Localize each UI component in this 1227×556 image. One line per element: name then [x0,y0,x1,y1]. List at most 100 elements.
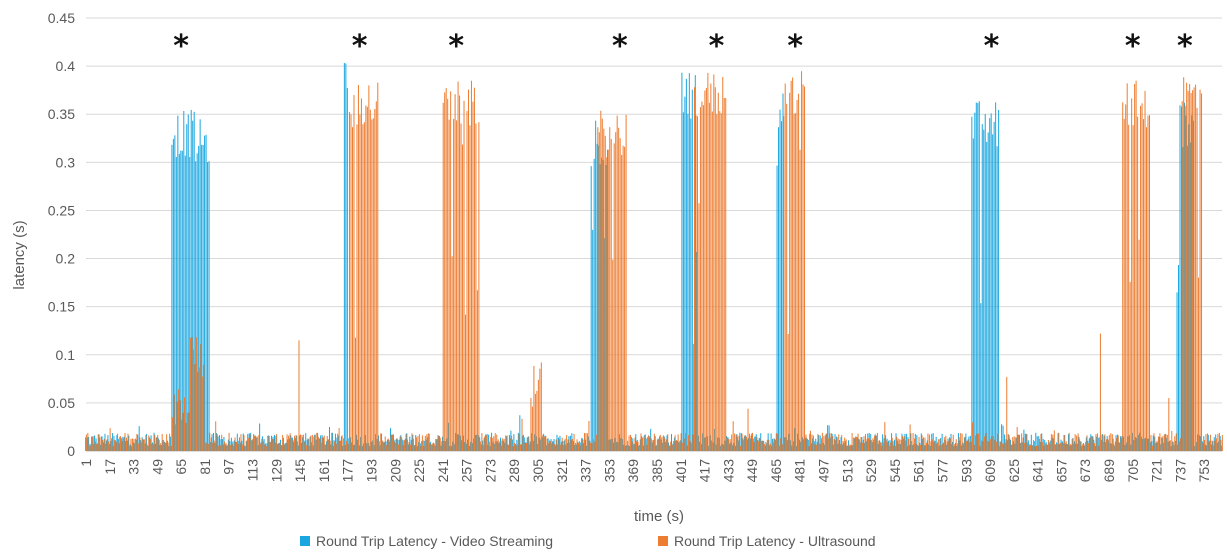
bar [572,441,574,451]
bar [503,439,505,451]
bar [328,439,330,451]
bar [241,440,243,451]
bar [580,442,582,451]
significance-star: * [173,29,189,64]
bar [1015,437,1017,451]
bar [840,437,842,451]
bar [134,438,136,451]
bar [102,442,104,451]
bar [1137,116,1139,452]
bar [910,433,912,451]
bar [330,444,332,451]
bar [1078,436,1080,451]
x-tick-label: 257 [459,459,475,483]
bar [423,445,425,451]
bar [626,445,628,451]
bar [925,445,927,451]
bar [620,438,622,451]
x-tick-label: 209 [387,459,403,483]
bar [630,434,632,451]
bar [469,125,471,452]
bar [763,443,765,451]
bar [589,442,591,451]
bar [266,443,268,451]
bar [911,441,913,451]
bar [475,123,477,451]
bar [1154,436,1156,451]
grid-lines [86,17,1222,452]
bar [577,442,579,451]
x-tick-label: 673 [1077,459,1093,483]
bar [203,364,205,451]
bar [100,444,102,451]
bar [737,440,739,451]
bar [339,441,341,451]
bar [456,120,458,451]
bar [498,443,500,451]
bar [226,445,228,451]
bar [1116,437,1118,451]
bar [594,441,596,451]
bar [341,435,343,451]
bar [1139,432,1141,451]
bar [1131,432,1133,451]
bar [174,135,176,451]
bar [538,437,540,451]
bar [685,78,687,451]
bar [661,437,663,451]
bar [1093,439,1095,451]
bar [178,389,180,451]
x-tick-label: 97 [221,459,237,475]
bar [830,433,832,451]
bar [956,446,958,451]
y-tick-label: 0 [67,443,75,459]
bar [284,443,286,451]
bar [977,103,979,451]
bar [617,442,619,451]
bar [124,433,126,451]
bar [201,144,203,451]
bar [1053,430,1055,451]
bar [354,337,356,451]
bar [748,437,750,451]
bar [383,442,385,451]
bar [1095,434,1097,451]
bar [400,435,402,451]
bar [630,437,632,451]
bar [800,441,802,451]
bar [191,337,193,451]
bar [115,442,117,451]
bar [385,441,387,451]
bar [557,444,559,451]
bar [1147,115,1149,451]
bar [537,443,539,451]
bar [1198,435,1200,451]
bar [356,124,358,451]
bar [479,441,481,451]
bar [1047,439,1049,451]
bar [123,436,125,451]
bar [175,424,177,451]
bar [128,435,130,451]
bar [623,444,625,451]
bar [948,440,950,451]
bar [1186,145,1188,451]
bar [677,434,679,451]
bar [210,437,212,451]
bar [728,439,730,451]
bar [754,436,756,451]
bar [193,111,195,451]
bar [121,441,123,451]
bar [1088,443,1090,451]
bar [881,445,883,451]
bar [1030,434,1032,451]
bar [376,439,378,451]
bar [708,445,710,451]
bar [867,438,869,451]
bar [288,438,290,451]
bar [758,437,760,451]
bar [461,440,463,451]
bar [697,435,699,451]
bar [337,433,339,451]
bar [296,435,298,451]
